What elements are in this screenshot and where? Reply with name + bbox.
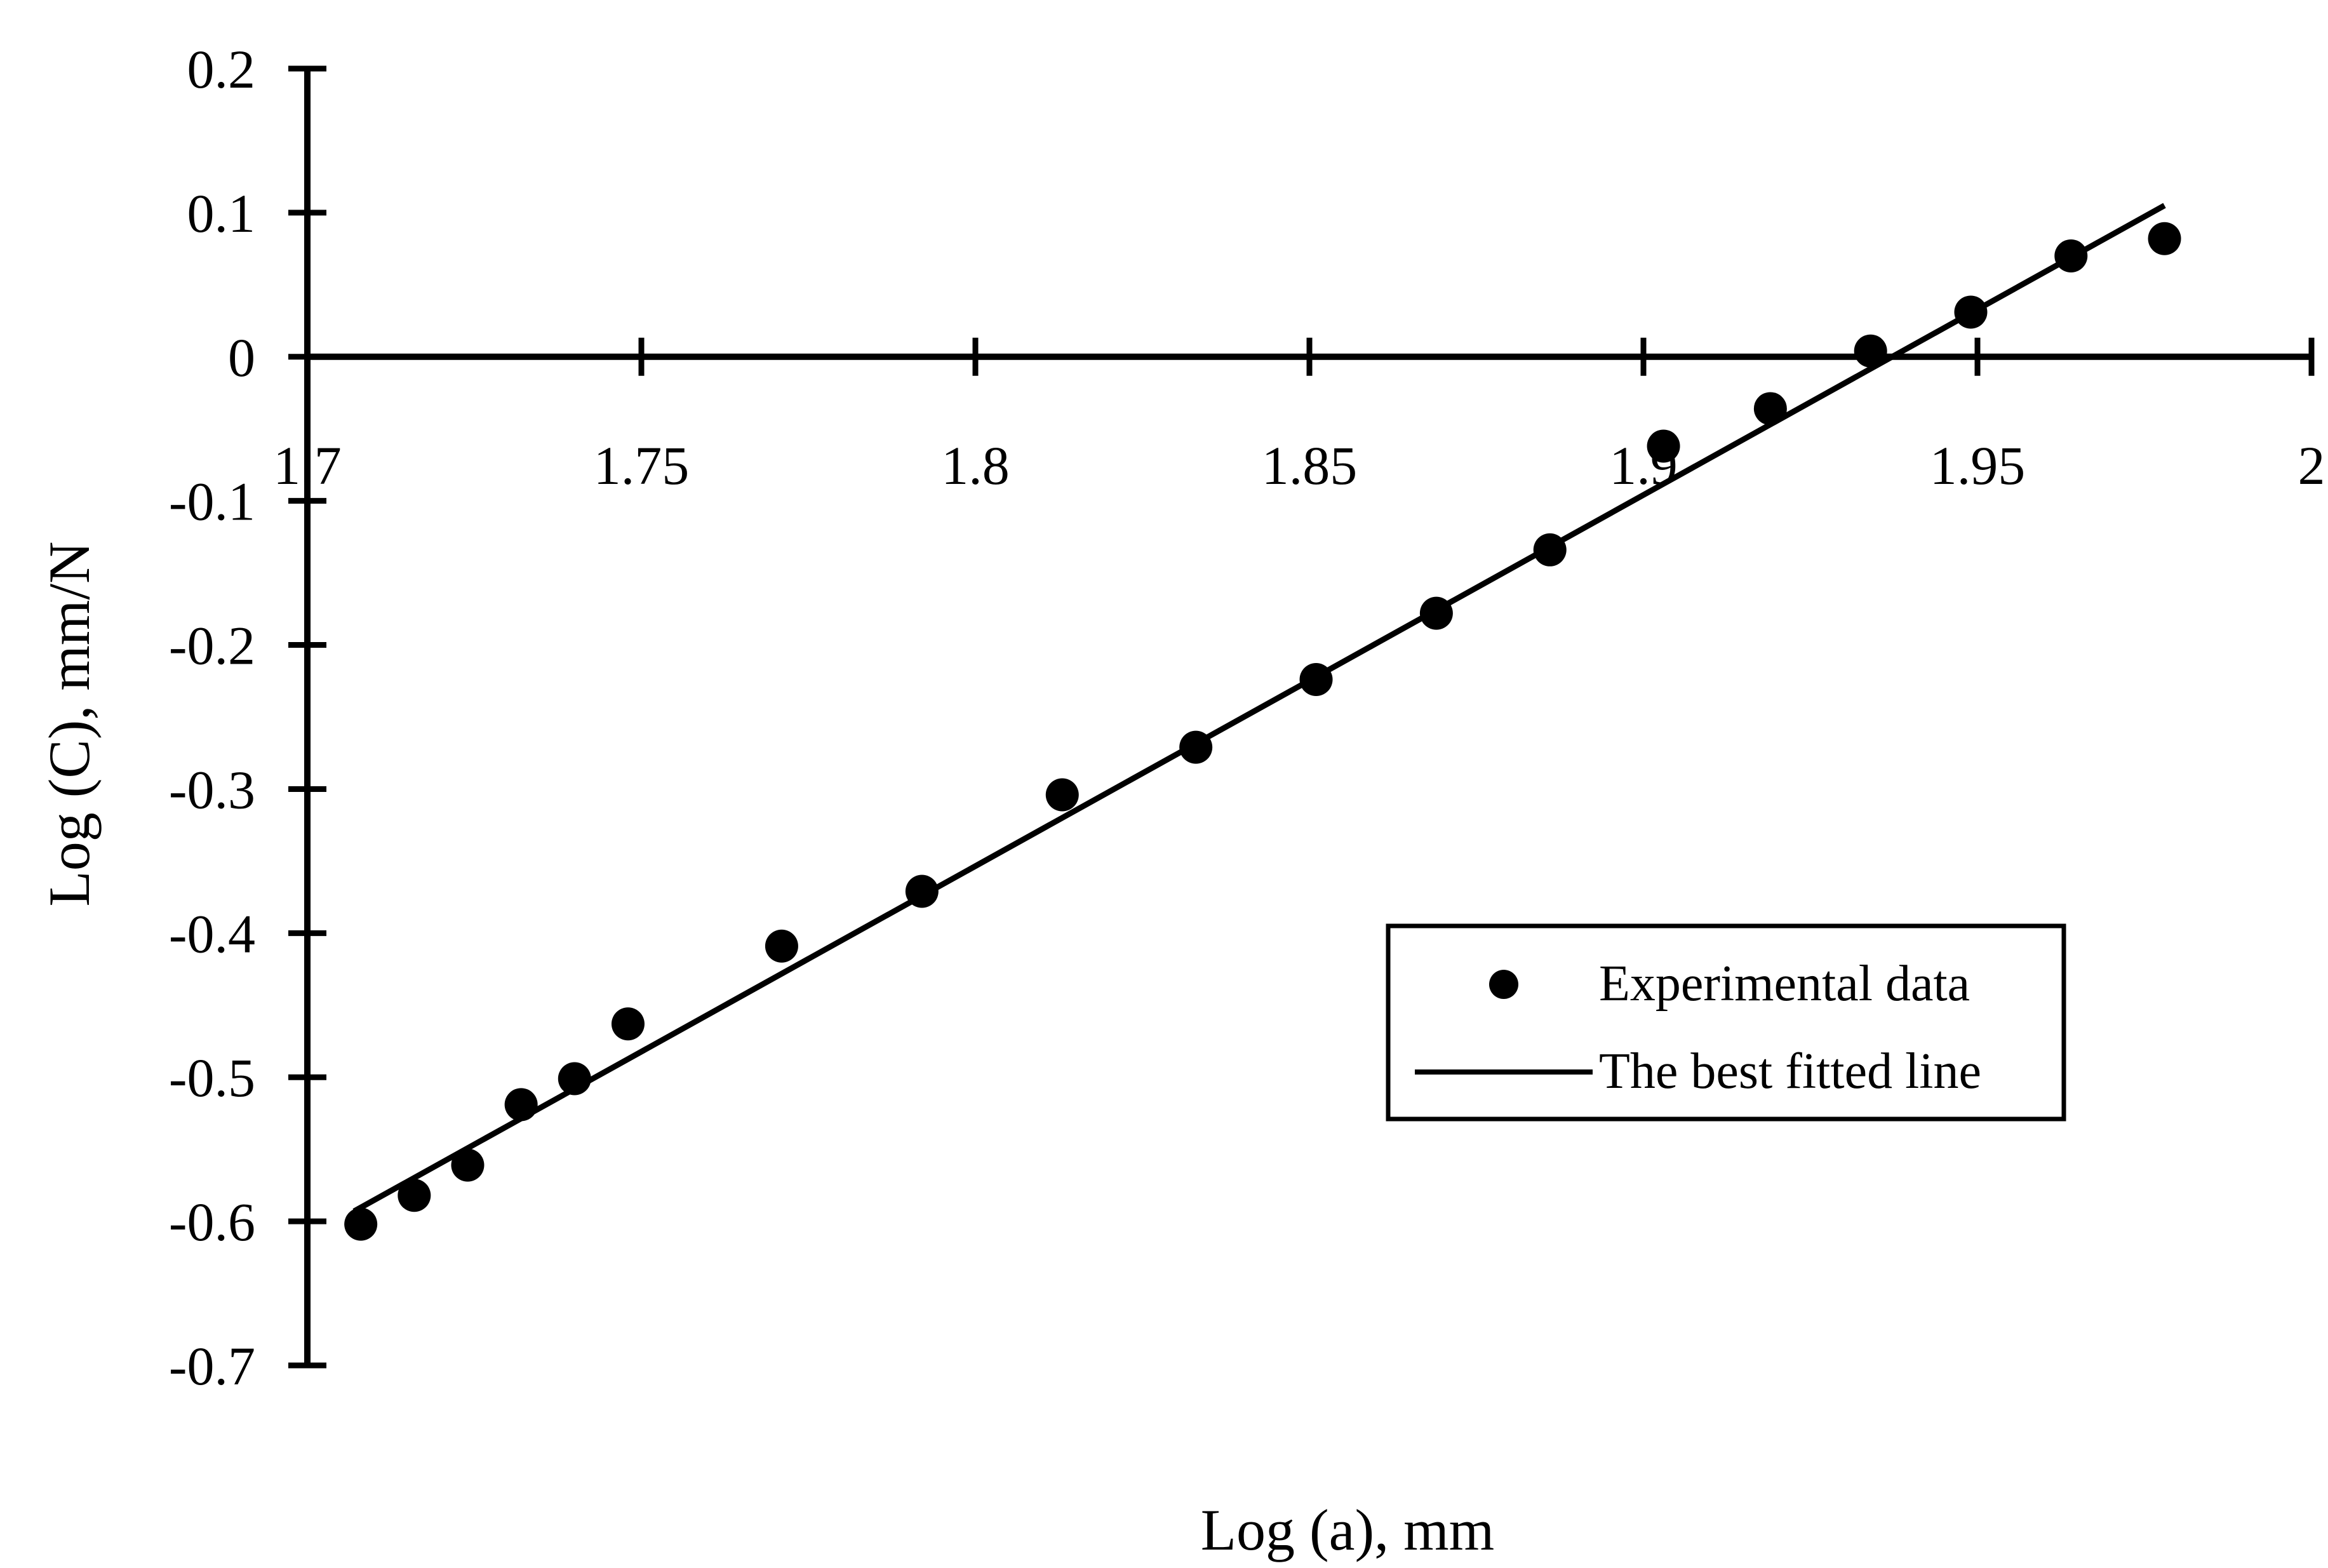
data-point xyxy=(765,929,798,963)
x-tick-label: 1.85 xyxy=(1262,435,1358,496)
data-point xyxy=(1533,533,1567,566)
data-point xyxy=(504,1088,538,1122)
data-point xyxy=(1753,392,1787,426)
y-tick-label: -0.1 xyxy=(169,471,255,532)
x-tick-label: 1.75 xyxy=(594,435,690,496)
y-tick-label: -0.5 xyxy=(169,1047,255,1108)
x-tick-label: 1.8 xyxy=(941,435,1010,496)
data-point xyxy=(1954,295,1988,329)
y-tick-label: 0.1 xyxy=(187,183,256,244)
y-tick-label: 0 xyxy=(228,327,255,388)
data-point xyxy=(1419,596,1453,630)
data-point xyxy=(611,1007,645,1041)
y-tick-label: -0.6 xyxy=(169,1191,255,1252)
data-point xyxy=(1299,663,1333,697)
y-tick-label: -0.4 xyxy=(169,903,255,964)
legend: Experimental data The best fitted line xyxy=(1386,923,2066,1122)
fitted-line xyxy=(352,203,2166,1214)
data-point xyxy=(451,1148,485,1182)
data-point xyxy=(1647,429,1680,463)
data-point xyxy=(398,1179,431,1212)
x-tick-label: 1.95 xyxy=(1930,435,2026,496)
data-point xyxy=(905,874,939,908)
data-point xyxy=(2148,222,2181,255)
data-point xyxy=(1854,334,1887,368)
y-tick-label: -0.7 xyxy=(169,1336,255,1397)
legend-label-experimental: Experimental data xyxy=(1599,956,1970,1012)
data-point xyxy=(558,1062,591,1096)
x-tick-label: 2 xyxy=(2298,435,2325,496)
legend-label-fitted-line: The best fitted line xyxy=(1599,1043,1981,1099)
y-axis-title: Log (C), mm/N xyxy=(37,542,102,907)
data-point xyxy=(344,1207,378,1241)
legend-box xyxy=(1386,923,2066,1122)
x-axis-title: Log (a), mm xyxy=(1201,1498,1494,1562)
y-tick-label: -0.3 xyxy=(169,759,255,820)
y-tick-label: -0.2 xyxy=(169,615,255,676)
legend-marker-experimental xyxy=(1489,970,1518,999)
data-point xyxy=(1179,730,1213,764)
x-tick-label: 1.7 xyxy=(273,435,342,496)
data-point xyxy=(1045,778,1079,812)
y-tick-label: 0.2 xyxy=(187,39,256,100)
data-point xyxy=(2054,239,2088,272)
